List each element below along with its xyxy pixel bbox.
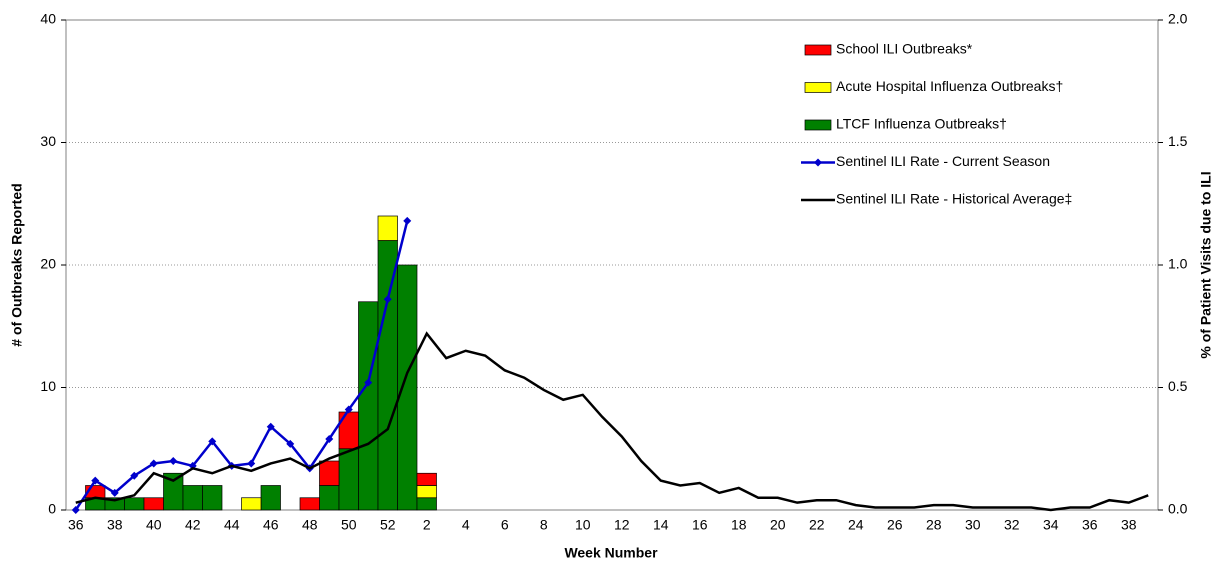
x-tick-label: 16 xyxy=(692,517,708,533)
x-tick-label: 24 xyxy=(848,517,864,533)
x-tick-label: 48 xyxy=(302,517,318,533)
y-tick-label: 10 xyxy=(40,378,56,394)
bar xyxy=(397,264,418,511)
line xyxy=(75,331,1149,512)
marker xyxy=(325,434,334,443)
y2-axis-title: % of Patient Visits due to ILI xyxy=(1198,171,1214,358)
x-tick-label: 50 xyxy=(341,517,357,533)
marker xyxy=(364,378,373,387)
x-tick-label: 18 xyxy=(731,517,747,533)
bar xyxy=(416,472,437,486)
bar xyxy=(319,485,340,511)
legend-label: Acute Hospital Influenza Outbreaks† xyxy=(836,78,1063,94)
x-tick-label: 28 xyxy=(926,517,942,533)
marker xyxy=(208,437,217,446)
marker xyxy=(71,506,80,514)
marker xyxy=(286,439,295,448)
x-tick-label: 42 xyxy=(185,517,201,533)
y-tick-label: 20 xyxy=(40,256,56,272)
x-tick-label: 14 xyxy=(653,517,669,533)
y2-tick-label: 0.5 xyxy=(1168,378,1188,394)
x-tick-label: 40 xyxy=(146,517,162,533)
legend-swatch xyxy=(804,82,832,93)
legend-marker xyxy=(814,158,822,167)
legend-label: LTCF Influenza Outbreaks† xyxy=(836,116,1007,132)
line xyxy=(74,220,409,511)
x-axis-title: Week Number xyxy=(564,545,658,561)
x-tick-label: 46 xyxy=(263,517,279,533)
bar xyxy=(338,411,359,450)
x-tick-label: 30 xyxy=(965,517,981,533)
x-tick-label: 38 xyxy=(107,517,123,533)
y-axis-title: # of Outbreaks Reported xyxy=(9,183,25,346)
marker xyxy=(149,459,158,468)
y-tick-label: 40 xyxy=(40,11,56,27)
y2-tick-label: 0.0 xyxy=(1168,501,1188,517)
x-tick-label: 26 xyxy=(887,517,903,533)
marker xyxy=(130,471,139,480)
x-tick-label: 38 xyxy=(1121,517,1137,533)
marker xyxy=(169,457,178,465)
y2-tick-label: 2.0 xyxy=(1168,11,1188,27)
x-tick-label: 34 xyxy=(1043,517,1059,533)
y2-tick-label: 1.0 xyxy=(1168,256,1188,272)
x-tick-label: 20 xyxy=(770,517,786,533)
bar xyxy=(416,497,437,511)
bar xyxy=(416,485,437,499)
bar xyxy=(377,215,398,241)
marker xyxy=(344,405,353,414)
x-tick-label: 12 xyxy=(614,517,630,533)
x-tick-label: 2 xyxy=(423,517,431,533)
legend-swatch xyxy=(804,44,832,56)
legend-label: Sentinel ILI Rate - Historical Average‡ xyxy=(836,191,1072,207)
marker xyxy=(403,216,412,225)
y-tick-label: 30 xyxy=(40,133,56,149)
x-tick-label: 36 xyxy=(68,517,84,533)
y-tick-label: 0 xyxy=(48,501,56,517)
bar xyxy=(358,301,379,511)
x-tick-label: 32 xyxy=(1004,517,1020,533)
bar xyxy=(143,497,164,511)
bar xyxy=(202,485,223,511)
bar xyxy=(299,497,320,511)
x-tick-label: 6 xyxy=(501,517,509,533)
bar xyxy=(319,460,340,486)
marker xyxy=(247,459,256,468)
x-tick-label: 4 xyxy=(462,517,470,533)
x-tick-label: 10 xyxy=(575,517,591,533)
x-tick-label: 22 xyxy=(809,517,825,533)
bar xyxy=(260,485,281,511)
marker xyxy=(110,488,119,497)
marker xyxy=(383,295,392,304)
y2-tick-label: 1.5 xyxy=(1168,133,1188,149)
marker xyxy=(91,476,100,485)
legend-label: Sentinel ILI Rate - Current Season xyxy=(836,153,1050,169)
x-tick-label: 8 xyxy=(540,517,548,533)
bar xyxy=(182,485,203,511)
bar xyxy=(124,497,145,511)
marker xyxy=(266,422,275,431)
x-tick-label: 44 xyxy=(224,517,240,533)
bar xyxy=(377,240,398,511)
x-tick-label: 52 xyxy=(380,517,396,533)
legend-swatch xyxy=(804,119,832,131)
x-tick-label: 36 xyxy=(1082,517,1098,533)
bar xyxy=(241,497,262,511)
bar xyxy=(338,448,359,511)
legend-label: School ILI Outbreaks* xyxy=(836,41,973,57)
